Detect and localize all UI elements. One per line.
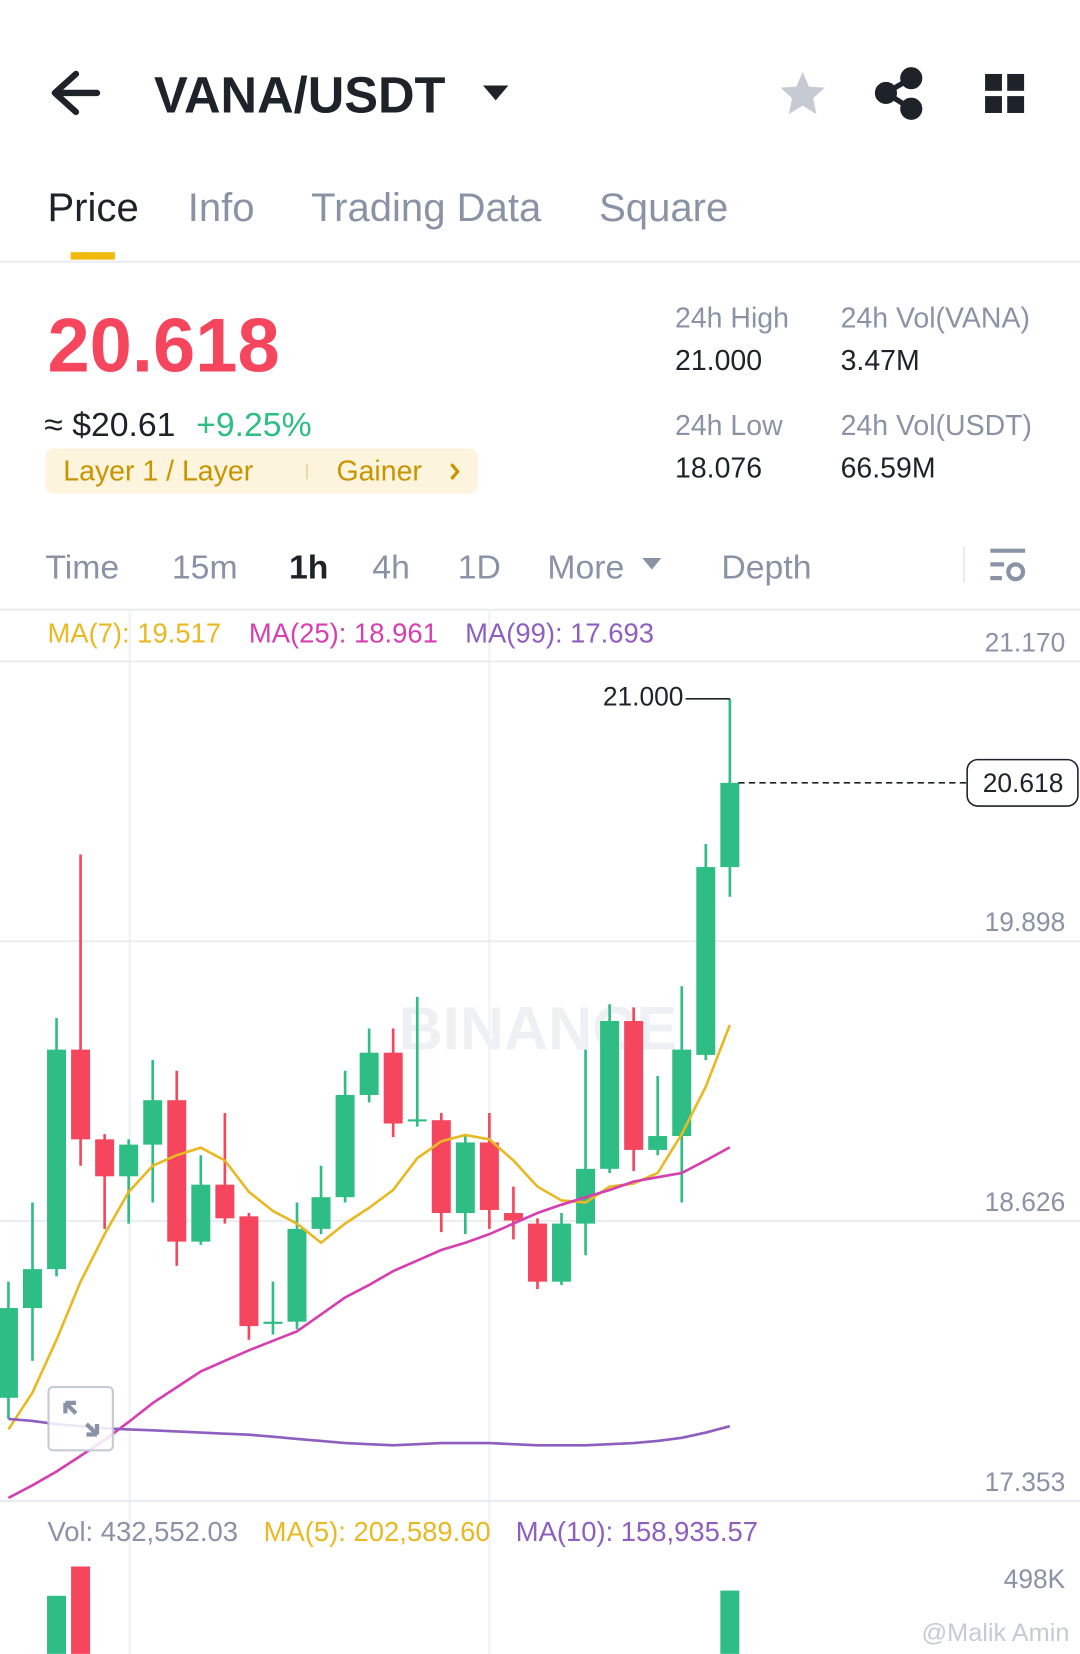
back-button[interactable] [51,70,101,116]
candle-body [239,1216,259,1327]
chart-settings-icon[interactable] [990,548,1026,582]
candle-body [383,1052,403,1124]
tab[interactable]: Info [188,186,255,230]
tab[interactable]: Square [599,186,728,230]
candle-body [71,1049,91,1140]
stat-label: 24h Low [675,410,783,442]
candle-body [552,1223,572,1282]
volume-tick-label: 498K [1004,1564,1066,1594]
high-marker-label: 21.000 [603,682,684,712]
volume-bar [720,1590,740,1654]
volume-bar [71,1566,91,1654]
y-tick-label: 17.353 [985,1467,1066,1497]
interval[interactable]: More [547,549,624,587]
last-price: 20.618 [47,304,279,389]
stat-value: 3.47M [841,345,920,377]
y-tick-label: 19.898 [985,907,1066,937]
volume-ma: MA(10): 158,935.57 [516,1516,758,1547]
interval[interactable]: 15m [172,549,238,587]
candle-body [167,1100,187,1242]
tag[interactable]: Layer 1 / Layer [63,456,253,488]
interval[interactable]: Time [45,549,119,587]
candle-body [407,1119,427,1122]
ma-line [7,1146,731,1500]
candle-body [672,1049,692,1137]
share-icon[interactable] [874,67,923,120]
last-price-box [966,758,1079,807]
volume-bar [47,1595,67,1654]
candle-body [359,1052,379,1095]
interval[interactable]: 1h [289,549,328,587]
candle-body [624,1021,644,1150]
plot [0,660,1080,1654]
candle-body [527,1223,547,1282]
candle-body [479,1142,499,1210]
candle-body [143,1100,163,1145]
candle-body [22,1269,42,1309]
more-dropdown[interactable] [642,558,662,570]
price-change: +9.25% [196,406,311,444]
candle-body [648,1136,668,1150]
ma-line [8,1417,731,1447]
stat-label: 24h Vol(VANA) [841,303,1030,335]
interval[interactable]: 4h [372,549,410,587]
tab-indicator [70,252,115,260]
candle-body [191,1184,211,1242]
legend-entry: MA(99): 17.693 [465,617,654,648]
interval[interactable]: 1D [458,549,501,587]
stat-value: 21.000 [675,345,762,377]
candle-body [119,1144,139,1177]
y-tick-label: 18.626 [985,1187,1066,1217]
tab[interactable]: Trading Data [311,186,542,230]
favorite-icon[interactable] [780,71,825,115]
candle-body [335,1094,355,1198]
candle-body [0,1308,18,1398]
candle-body [95,1139,115,1177]
legend-entry: MA(25): 18.961 [249,617,438,648]
expand-button[interactable] [47,1385,114,1452]
ma-line [7,1024,732,1431]
stat-label: 24h High [675,303,789,335]
candle-body [287,1228,307,1322]
legend-entry: MA(7): 19.517 [47,617,221,648]
volume-label: Vol: 432,552.03 [47,1516,238,1547]
candle-body [263,1321,283,1324]
candle-body [47,1049,67,1270]
y-tick-label: 21.170 [985,627,1066,657]
stat-value: 18.076 [675,452,762,484]
candle-body [311,1197,331,1229]
candle-body [455,1142,475,1214]
candle-body [696,867,716,1055]
candle-body [431,1120,451,1214]
tab[interactable]: Price [47,186,138,230]
usd-price: ≈ $20.61 [44,406,175,444]
last-price-label: 20.618 [983,768,1064,798]
candle-body [215,1184,235,1219]
interval[interactable]: Depth [721,549,811,587]
pair-dropdown[interactable] [483,85,509,101]
candle-body [600,1021,620,1169]
tag[interactable]: Gainer [336,456,421,488]
pair-title[interactable]: VANA/USDT [154,67,446,124]
stat-value: 66.59M [841,452,936,484]
stat-label: 24h Vol(USDT) [841,410,1032,442]
grid-menu-icon[interactable] [985,73,1025,113]
candle-body [720,782,740,868]
volume-ma: MA(5): 202,589.60 [264,1516,491,1547]
tag-chevron [450,463,460,480]
user-watermark: @Malik Amin [921,1619,1069,1647]
tag-box[interactable] [45,448,478,494]
candle-body [503,1213,523,1221]
